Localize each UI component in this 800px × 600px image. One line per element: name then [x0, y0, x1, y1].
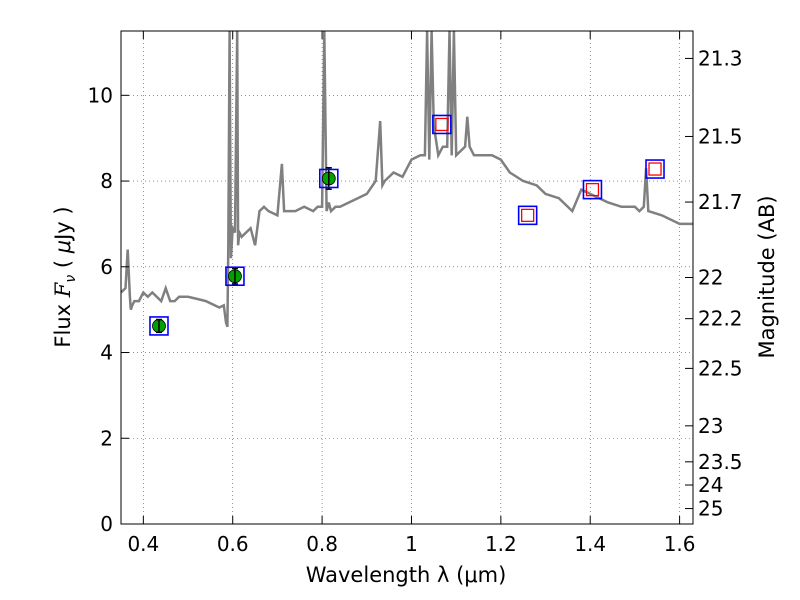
- y-tick-label: 0: [100, 512, 113, 536]
- model-box: [432, 114, 452, 135]
- y2-axis-label: Magnitude (AB): [755, 195, 779, 358]
- model-box: [225, 266, 245, 287]
- y2-tick-label: 22: [698, 266, 723, 290]
- model-box: [645, 159, 665, 179]
- y-axis-label: Flux Fν ( μJy ): [51, 206, 79, 347]
- spectrum-layer: [121, 31, 693, 328]
- y2-tick-label: 23: [698, 414, 723, 438]
- y-tick-label: 10: [88, 83, 113, 107]
- model-point-square: [585, 182, 600, 197]
- y2-tick-label: 23.5: [698, 450, 743, 474]
- x-tick-label: 1.2: [485, 532, 517, 556]
- x-tick-label: 1: [405, 532, 418, 556]
- x-tick-label: 0.4: [127, 532, 159, 556]
- x-tick-label: 0.6: [217, 532, 249, 556]
- y-tick-label: 8: [100, 169, 113, 193]
- y2-tick-label: 24: [698, 473, 723, 497]
- model-point-square: [648, 162, 662, 176]
- y2-tick-label: 21.7: [698, 190, 743, 214]
- spectrum-line: [121, 31, 693, 328]
- y2-tick-label: 25: [698, 497, 723, 521]
- markers-layer: [149, 114, 665, 336]
- y2-tick-label: 21.5: [698, 124, 743, 148]
- y2-tick-label: 21.3: [698, 46, 743, 70]
- model-point-square: [521, 208, 535, 222]
- y-tick-label: 6: [100, 255, 113, 279]
- grid-layer: [121, 31, 693, 525]
- model-box: [582, 179, 603, 200]
- plot-frame: [120, 30, 694, 525]
- y2-tick-label: 22.5: [698, 356, 743, 380]
- x-tick-label: 1.4: [574, 532, 606, 556]
- y-tick-label: 4: [100, 341, 113, 365]
- ticks-layer: 0.4 0.6 0.8 1 1.2 1.4 1.6024681021.321.521.722…: [88, 31, 743, 556]
- x-tick-label: 1.6: [664, 532, 696, 556]
- model-point-square: [435, 117, 449, 132]
- y-tick-label: 2: [100, 426, 113, 450]
- model-box: [318, 168, 339, 189]
- x-axis-label: Wavelength λ (μm): [306, 563, 507, 587]
- y2-tick-label: 22.2: [698, 307, 743, 331]
- model-box: [517, 205, 538, 226]
- x-tick-label: 0.8: [306, 532, 338, 556]
- model-box: [149, 316, 169, 336]
